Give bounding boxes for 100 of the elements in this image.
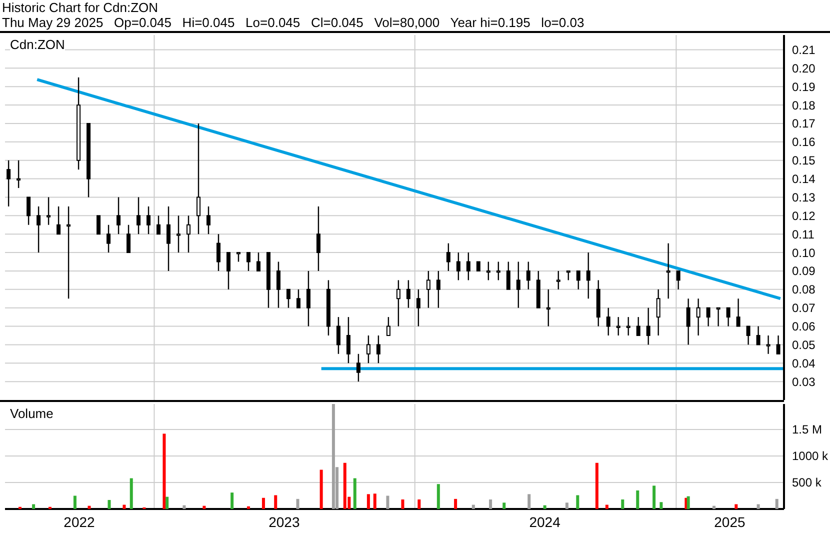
annotation: Volume [10, 406, 54, 421]
candlestick [346, 316, 350, 364]
candlestick [726, 307, 730, 327]
bar [108, 500, 111, 509]
candlestick [66, 206, 71, 300]
bar [418, 499, 421, 509]
bar [595, 462, 598, 509]
bar [472, 504, 475, 509]
bar [489, 499, 492, 509]
y-tick-label: 0.16 [792, 135, 816, 150]
x-tick-label: 2024 [529, 514, 561, 530]
y-tick-label: 0.10 [792, 246, 816, 260]
annotation: Cdn:ZON [10, 37, 65, 52]
candlestick [546, 288, 550, 327]
bar [565, 502, 568, 509]
y-tick-label: 1000 k [792, 449, 830, 464]
bar [353, 478, 356, 509]
y-tick-label: 0.05 [792, 338, 816, 352]
candlestick [256, 252, 260, 272]
bar [734, 504, 738, 509]
candlestick [746, 326, 750, 346]
candlestick [576, 270, 580, 290]
candlestick [26, 196, 31, 226]
bar [73, 496, 76, 509]
candlestick [236, 252, 240, 262]
y-tick-label: 0.21 [792, 43, 816, 58]
bar [652, 486, 656, 509]
candlestick [46, 196, 51, 226]
candlestick [376, 334, 380, 364]
candlestick [776, 334, 780, 355]
bar [88, 506, 91, 509]
candlestick [716, 307, 720, 327]
bar [621, 499, 624, 509]
candlestick [606, 307, 610, 336]
candlestick [6, 160, 11, 208]
candlestick [286, 288, 290, 308]
candlestick [626, 316, 630, 336]
candlestick [366, 334, 370, 364]
candlestick [636, 316, 640, 336]
candlestick [436, 270, 440, 308]
candlestick [316, 206, 320, 272]
y-tick-label: 1.5 M [792, 422, 822, 437]
bar [122, 504, 126, 509]
bar [401, 499, 404, 509]
candlestick [456, 252, 460, 281]
candlestick [646, 307, 650, 346]
candlestick [676, 270, 680, 290]
candlestick [756, 326, 760, 346]
bar [712, 506, 716, 509]
y-tick-label: 0.08 [792, 282, 816, 297]
candlestick [766, 334, 770, 355]
bar [502, 502, 506, 509]
chart-subtitle: Thu May 29 2025 Op=0.045 Hi=0.045 Lo=0.045 Cl=0.045 Vol=80,000 Year hi=0.195 lo=0.03 [2, 15, 586, 30]
bar [296, 498, 300, 509]
bar [182, 505, 186, 509]
x-tick-label: 2025 [714, 514, 746, 530]
bar [332, 404, 335, 509]
candlestick [466, 252, 470, 281]
chart-title: Historic Chart for Cdn:ZON [2, 0, 160, 15]
candlestick [416, 288, 420, 327]
candlestick [586, 252, 590, 300]
candlestick [446, 242, 450, 272]
candlestick [226, 252, 230, 290]
candlestick [186, 215, 191, 254]
bar [246, 506, 250, 509]
candlestick [16, 160, 21, 189]
candlestick [146, 206, 151, 235]
y-tick-label: 0.19 [792, 80, 816, 94]
candlestick [196, 122, 200, 235]
candlestick [56, 206, 61, 235]
candlestick [496, 261, 500, 281]
candlestick [386, 316, 390, 336]
candlestick [616, 316, 620, 336]
candlestick [36, 206, 41, 254]
candlestick [166, 206, 171, 272]
bar [528, 494, 531, 509]
candlestick [96, 215, 101, 235]
bar [756, 504, 760, 509]
bar [274, 495, 278, 509]
candlestick [476, 261, 480, 272]
bar [454, 498, 458, 509]
candlestick [336, 316, 340, 355]
y-tick-label: 0.13 [792, 190, 816, 204]
candlestick [116, 196, 121, 235]
y-tick-label: 0.09 [792, 264, 816, 278]
bar [202, 506, 206, 509]
candlestick [486, 261, 490, 281]
y-tick-label: 0.12 [792, 208, 816, 223]
bar [775, 498, 778, 509]
y-tick-label: 0.07 [792, 301, 816, 316]
y-tick-label: 0.17 [792, 116, 816, 131]
y-tick-label: 0.03 [792, 374, 816, 389]
candlestick [176, 215, 181, 254]
candlestick [276, 261, 280, 308]
candlestick [406, 280, 410, 308]
bar [386, 496, 390, 509]
bar [436, 484, 440, 509]
bar [605, 504, 608, 509]
candlestick [136, 196, 141, 235]
candlestick [426, 270, 430, 308]
